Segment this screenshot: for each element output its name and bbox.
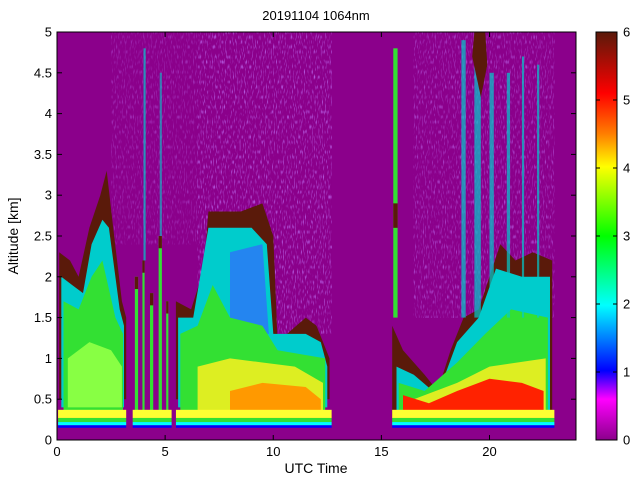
y-tick-label: 0.5 (34, 392, 52, 407)
colorbar: 0 1 2 3 4 5 6 (595, 25, 630, 448)
surface-cyan-layer (175, 422, 332, 426)
colorbar-tick-label: 5 (623, 93, 630, 108)
surface-green-layer (392, 417, 555, 423)
x-tick-label: 20 (482, 444, 496, 459)
cloud-column-top (158, 236, 162, 249)
y-tick-label: 3.5 (34, 147, 52, 162)
surface-cyan-layer (58, 422, 127, 426)
colorbar-tick-label: 1 (623, 365, 630, 380)
precip-streak (461, 40, 466, 318)
surface-blue-layer (392, 425, 555, 428)
precip-streak (143, 48, 146, 261)
surface-yellow-layer (132, 409, 172, 418)
surface-blue-layer (58, 425, 127, 428)
surface-yellow-layer (58, 409, 127, 418)
colorbar-tick-label: 0 (623, 433, 630, 448)
aerosol-lightgreen (67, 342, 122, 408)
y-tick-label: 1 (45, 351, 52, 366)
x-axis: 0 5 10 15 20 (53, 32, 497, 459)
y-tick-label: 1.5 (34, 310, 52, 325)
aerosol-red (403, 378, 544, 416)
cloud-column (142, 260, 145, 416)
colorbar-tick-label: 3 (623, 229, 630, 244)
y-tick-label: 4 (45, 106, 52, 121)
aerosol-blue (230, 244, 269, 334)
cloud-column-top (149, 293, 154, 306)
precip-streak (537, 64, 540, 318)
surface-blue-layer (175, 425, 332, 428)
y-axis: 0 0.5 1 1.5 2 2.5 3 3.5 4 4.5 5 (34, 25, 576, 448)
surface-cyan-layer (132, 422, 172, 426)
precip-streak (159, 72, 162, 236)
cloud-column-top (134, 276, 139, 290)
chart-title: 20191104 1064nm (262, 8, 369, 23)
cloud-column (134, 276, 139, 416)
cloud-column (158, 236, 162, 416)
surface-yellow-layer (392, 409, 555, 418)
surface-green-layer (175, 417, 332, 423)
x-tick-label: 10 (266, 444, 280, 459)
y-tick-label: 4.5 (34, 65, 52, 80)
cloud-column-top (393, 203, 398, 228)
y-tick-label: 5 (45, 25, 52, 40)
precip-streak (521, 56, 525, 318)
plot-area (56, 31, 577, 441)
noise-texture (111, 32, 198, 245)
cloud-column (149, 293, 154, 416)
aerosol-orange (230, 382, 321, 412)
x-tick-label: 0 (53, 444, 60, 459)
y-tick-label: 0 (45, 433, 52, 448)
surface-blue-layer (132, 425, 172, 428)
surface-green-layer (132, 417, 172, 423)
surface-green-layer (58, 417, 127, 423)
x-tick-label: 15 (374, 444, 388, 459)
colorbar-tick-label: 2 (623, 297, 630, 312)
y-tick-label: 3 (45, 188, 52, 203)
surface-yellow-layer (175, 409, 332, 418)
cloud-column-top (166, 301, 169, 314)
colorbar-tick-label: 6 (623, 25, 630, 40)
surface-cyan-layer (392, 422, 555, 426)
x-axis-label: UTC Time (285, 460, 348, 476)
precip-streak (474, 32, 481, 318)
cloud-top-layer (472, 32, 488, 98)
colorbar-tick-label: 4 (623, 161, 630, 176)
cloud-column-top (142, 260, 145, 273)
precip-streak (489, 72, 494, 318)
y-tick-label: 2.5 (34, 229, 52, 244)
x-tick-label: 5 (162, 444, 169, 459)
y-tick-label: 2 (45, 269, 52, 284)
y-axis-label: Altitude [km] (5, 197, 21, 274)
cloud-column (393, 48, 398, 318)
cloud-column (166, 301, 169, 416)
precip-streak (506, 72, 511, 318)
